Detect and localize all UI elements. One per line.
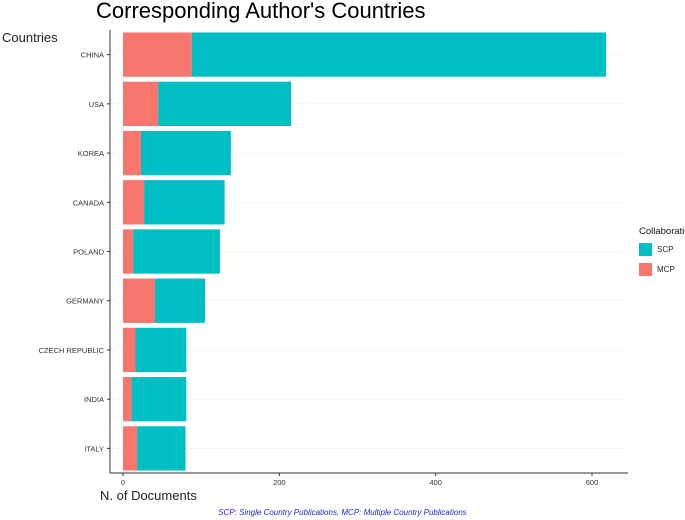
bar-mcp-korea (123, 130, 141, 176)
x-tick-label-600: 600 (586, 478, 599, 487)
y-tick-label-italy: ITALY (84, 444, 104, 453)
legend-label-scp: SCP (657, 245, 674, 254)
x-tick-label-0: 0 (121, 478, 125, 487)
bar-mcp-czech-republic (123, 327, 136, 373)
bar-scp-china (191, 32, 607, 77)
bar-mcp-italy (123, 426, 138, 471)
y-tick-label-germany: GERMANY (66, 297, 104, 306)
bar-scp-poland (133, 229, 220, 274)
y-axis-label: Countries (2, 30, 58, 45)
y-tick-label-korea: KOREA (78, 149, 104, 158)
bars (123, 32, 607, 471)
chart-caption: SCP: Single Country Publications, MCP: M… (218, 508, 467, 517)
chart-title: Corresponding Author's Countries (96, 0, 426, 23)
legend-swatch-mcp (639, 263, 652, 276)
bar-mcp-india (123, 377, 132, 422)
bar-mcp-poland (123, 229, 134, 274)
y-tick-label-czech-republic: CZECH REPUBLIC (39, 346, 105, 355)
legend-title: Collaboration (639, 226, 685, 237)
bar-scp-italy (137, 426, 186, 471)
bar-scp-canada (144, 180, 225, 225)
bar-scp-czech-republic (135, 327, 187, 373)
bar-mcp-canada (123, 180, 145, 225)
legend-item-mcp: MCP (639, 263, 675, 276)
bar-mcp-usa (123, 81, 159, 126)
y-tick-label-china: CHINA (81, 51, 104, 60)
bar-scp-germany (155, 278, 206, 323)
legend-item-scp: SCP (639, 243, 673, 256)
y-tick-label-usa: USA (89, 100, 104, 109)
legend-swatch-scp (639, 243, 652, 256)
x-axis-label: N. of Documents (100, 488, 197, 503)
legend-label-mcp: MCP (657, 265, 675, 274)
bar-mcp-germany (123, 278, 156, 323)
bar-scp-korea (140, 130, 231, 176)
y-tick-label-canada: CANADA (73, 198, 104, 207)
bar-scp-usa (158, 81, 292, 126)
bar-mcp-china (123, 32, 192, 77)
x-tick-label-400: 400 (429, 478, 442, 487)
y-tick-label-poland: POLAND (73, 248, 104, 257)
x-tick-labels: 0 200 400 600 (121, 473, 598, 487)
y-tick-labels: CHINA USA KOREA CANADA POLAND GERMANY CZECH RE… (39, 51, 110, 453)
y-tick-label-india: INDIA (84, 395, 104, 404)
x-tick-label-200: 200 (273, 478, 286, 487)
bar-scp-india (131, 377, 187, 422)
